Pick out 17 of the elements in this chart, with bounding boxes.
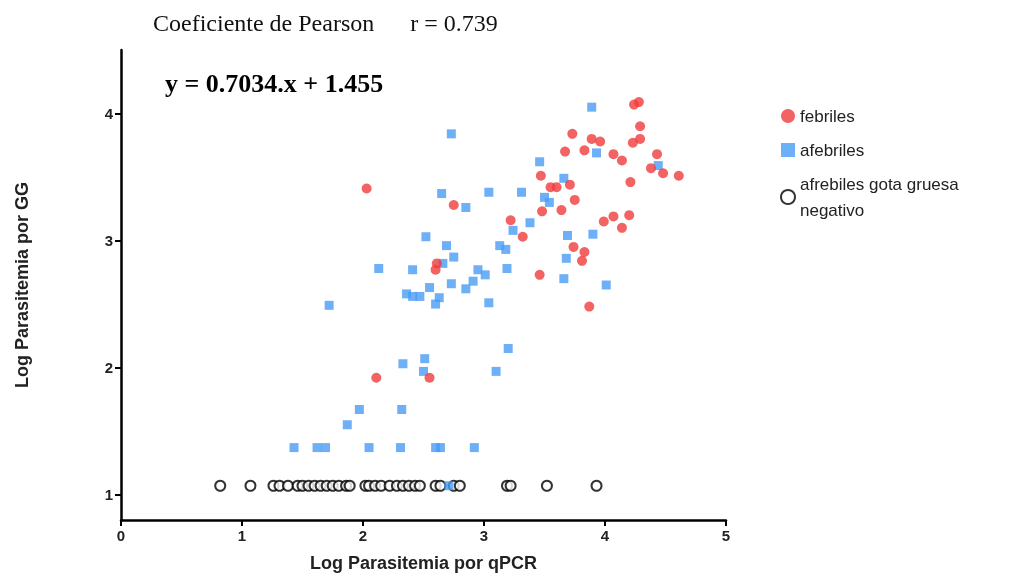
y-tick-label: 1 bbox=[104, 486, 113, 504]
legend-label: afrebiles gota gruesa negativo bbox=[800, 174, 964, 220]
x-tick-label: 2 bbox=[358, 527, 368, 544]
x-tick-label: 3 bbox=[479, 527, 489, 544]
y-tick-label: 2 bbox=[104, 359, 113, 377]
y-tick-label: 4 bbox=[104, 105, 114, 123]
chart-title: Coeficiente de Pearson r = 0.739 bbox=[153, 10, 498, 36]
x-tick-label: 1 bbox=[237, 527, 247, 544]
x-tick-label: 0 bbox=[116, 527, 126, 544]
legend-label: febriles bbox=[800, 106, 855, 126]
annotation: y = 0.7034.x + 1.455 bbox=[165, 68, 384, 98]
y-tick-label: 3 bbox=[104, 232, 113, 250]
x-axis-title: Log Parasitemia por qPCR bbox=[309, 553, 538, 573]
x-tick-label: 4 bbox=[600, 527, 610, 544]
legend-label: afebriles bbox=[800, 140, 865, 160]
x-tick-label: 5 bbox=[721, 527, 731, 544]
y-axis-title: Log Parasitemia por GG bbox=[12, 181, 32, 389]
